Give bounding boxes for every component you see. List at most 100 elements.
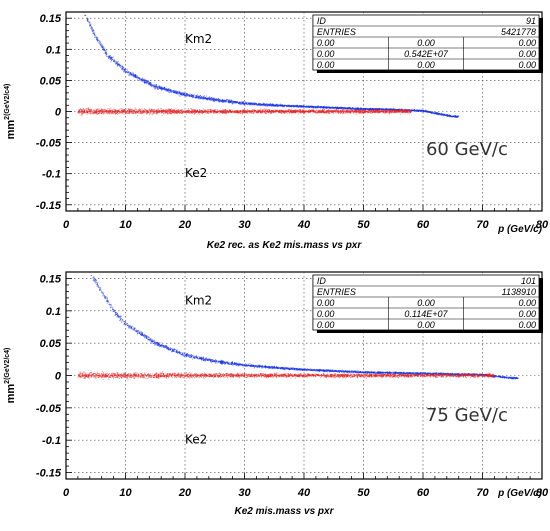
scatter-point: [453, 115, 455, 118]
scatter-point: [160, 113, 162, 115]
scatter-point: [157, 88, 159, 90]
scatter-point: [344, 112, 346, 114]
scatter-point: [93, 30, 95, 32]
scatter-point: [204, 98, 206, 100]
scatter-point: [184, 91, 186, 93]
scatter-point: [113, 59, 115, 61]
scatter-point: [131, 74, 133, 76]
scatter-point: [186, 93, 188, 96]
scatter-point: [328, 107, 330, 109]
scatter-point: [149, 114, 151, 116]
scatter-point: [214, 97, 216, 99]
scatter-point: [122, 67, 124, 70]
scatter-point: [207, 99, 209, 101]
scatter-point: [151, 84, 153, 86]
scatter-point: [431, 112, 433, 114]
scatter-point: [251, 101, 253, 104]
scatter-point: [345, 107, 347, 109]
scatter-point: [280, 105, 282, 107]
scatter-point: [125, 70, 128, 73]
scatter-point: [275, 104, 277, 106]
scatter-point: [171, 91, 173, 93]
scatter-point: [436, 112, 438, 114]
scatter-point: [232, 101, 234, 103]
scatter-point: [235, 101, 237, 103]
scatter-point: [303, 113, 305, 115]
scatter-point: [97, 39, 99, 42]
scatter-point: [109, 56, 111, 58]
scatter-point: [123, 67, 125, 69]
scatter-point: [221, 100, 224, 102]
scatter-point: [277, 106, 279, 108]
scatter-point: [349, 108, 351, 111]
scatter-point: [133, 75, 135, 77]
scatter-point: [424, 109, 427, 111]
scatter-point: [96, 38, 98, 40]
scatter-point: [143, 79, 145, 81]
scatter-point: [98, 42, 100, 44]
scatter-point: [100, 44, 102, 46]
scatter-point: [298, 106, 300, 108]
scatter-point: [85, 15, 87, 17]
scatter-point: [199, 95, 201, 97]
scatter-point: [249, 112, 251, 114]
scatter-point: [332, 113, 334, 115]
scatter-point: [365, 108, 367, 110]
scatter-point: [206, 98, 208, 100]
scatter-point: [309, 105, 311, 107]
scatter-point: [269, 104, 271, 106]
scatter-point: [135, 107, 137, 109]
scatter-point: [110, 56, 112, 58]
scatter-point: [272, 105, 275, 107]
scatter-point: [290, 105, 292, 107]
scatter-point: [171, 89, 173, 91]
scatter-point: [366, 107, 368, 109]
scatter-point: [153, 88, 156, 90]
scatter-point: [455, 116, 458, 118]
scatter-point: [143, 81, 145, 83]
scatter-point: [109, 58, 111, 60]
scatter-point: [103, 48, 105, 50]
scatter-point: [99, 40, 101, 42]
scatter-point: [120, 66, 122, 68]
scatter-point: [174, 91, 176, 93]
scatter-point: [177, 93, 179, 96]
scatter-point: [419, 109, 421, 111]
scatter-point: [241, 104, 243, 106]
scatter-point: [214, 99, 216, 101]
scatter-point: [339, 106, 341, 109]
scatter-point: [242, 101, 244, 103]
scatter-point: [130, 73, 132, 75]
scatter-point: [212, 97, 215, 99]
scatter-point: [167, 90, 169, 92]
scatter-point: [416, 109, 418, 111]
scatter-point: [208, 96, 210, 98]
scatter-point: [135, 109, 137, 111]
scatter-point: [193, 94, 195, 96]
scatter-point: [158, 85, 160, 87]
scatter-point: [175, 92, 178, 94]
scatter-point: [153, 86, 155, 88]
scatter-point: [157, 87, 159, 89]
scatter-point: [425, 111, 428, 113]
scatter-point: [208, 97, 210, 99]
scatter-point: [161, 89, 163, 91]
scatter-point: [116, 61, 118, 63]
scatter-point: [104, 108, 106, 110]
scatter-point: [342, 107, 344, 109]
scatter-point: [150, 82, 152, 84]
scatter-point: [104, 50, 106, 52]
scatter-point: [209, 98, 211, 100]
scatter-point: [340, 106, 342, 108]
scatter-point: [243, 103, 245, 106]
scatter-point: [247, 103, 249, 105]
scatter-point: [450, 115, 452, 117]
scatter-point: [101, 46, 103, 48]
scatter-point: [86, 19, 89, 22]
scatter-point: [124, 68, 126, 70]
scatter-point: [164, 87, 166, 89]
scatter-point: [134, 74, 136, 76]
scatter-point: [352, 107, 354, 109]
scatter-point: [179, 96, 181, 98]
scatter-point: [212, 98, 214, 100]
